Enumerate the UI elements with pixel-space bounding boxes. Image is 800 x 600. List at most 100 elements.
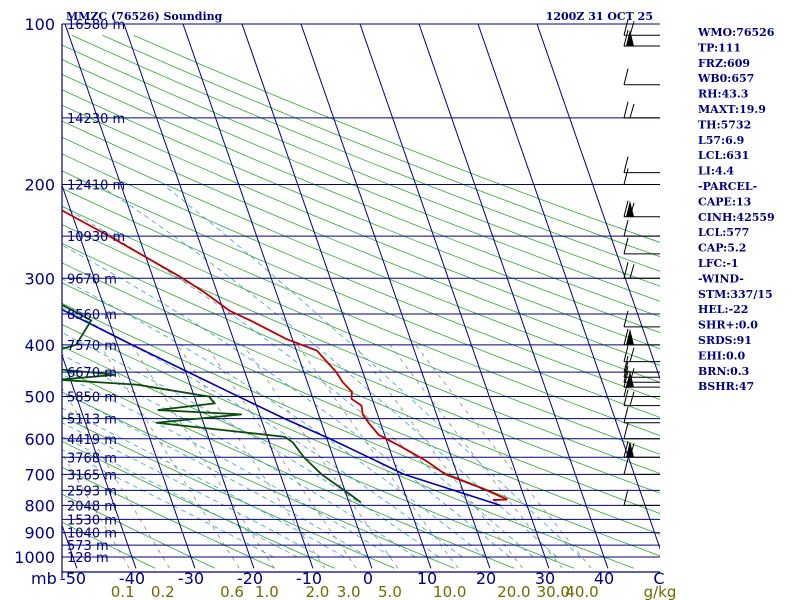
dry-adiabat	[62, 136, 660, 383]
mixing-ratio-line	[62, 452, 130, 569]
wind-barb	[623, 156, 660, 174]
mixing-ratio-label: 2.0	[305, 583, 329, 600]
wind-barbs	[623, 19, 660, 506]
dry-adiabat	[62, 224, 660, 474]
mixing-ratio-line	[62, 387, 170, 569]
index-item: HEL:-22	[698, 303, 748, 316]
index-item: L57:6.9	[698, 134, 744, 147]
isotherm	[359, 24, 550, 569]
index-item: SRDS:91	[698, 334, 752, 347]
temperature-tick-label: 40	[594, 569, 614, 588]
isotherms	[0, 12, 660, 569]
pressure-tick-label: 500	[24, 388, 55, 407]
mixing-ratio-label: 40.0	[565, 583, 598, 600]
dry-adiabat	[62, 262, 660, 514]
dry-adiabat	[62, 205, 660, 455]
dry-adiabat	[102, 34, 660, 258]
dry-adiabat	[62, 243, 660, 494]
isotherm	[182, 24, 373, 569]
index-item: CINH:42559	[698, 211, 775, 224]
mixing-ratio-unit: g/kg	[644, 583, 677, 600]
index-item: FRZ:609	[698, 57, 750, 70]
wind-barb	[623, 200, 660, 218]
dry-adiabat	[62, 153, 660, 401]
temperature-tick-label: 10	[417, 569, 437, 588]
height-label: 1040 m	[67, 527, 117, 542]
isotherm	[477, 24, 660, 550]
dry-adiabat	[62, 440, 335, 569]
pressure-tick-label: 900	[24, 524, 55, 543]
isotherm	[64, 24, 255, 569]
mixing-ratio-line	[389, 344, 563, 569]
mixing-ratio-line	[296, 344, 459, 569]
dry-adiabat	[62, 493, 216, 569]
index-item: CAP:5.2	[698, 242, 746, 255]
wind-barb	[623, 380, 660, 398]
dry-adiabat	[62, 282, 660, 535]
isotherm	[62, 353, 137, 569]
moist-adiabat	[62, 373, 392, 558]
wind-barb	[623, 370, 660, 388]
height-label: 1530 m	[67, 513, 117, 528]
wind-barb	[623, 68, 660, 86]
height-label: 2048 m	[67, 499, 117, 514]
index-item: BRN:0.3	[698, 365, 749, 378]
dry-adiabat	[62, 74, 660, 318]
dry-adiabat	[62, 368, 515, 569]
index-item: WB0:657	[697, 72, 754, 85]
wind-barb	[623, 219, 660, 237]
index-item: LI:4.4	[698, 165, 734, 178]
height-label: 12410 m	[67, 178, 125, 193]
wind-barb	[623, 101, 660, 119]
dry-adiabats	[62, 34, 660, 569]
mixing-ratio-line	[354, 344, 523, 569]
index-item: LCL:577	[698, 226, 749, 239]
isotherm	[0, 12, 18, 568]
wind-barb	[623, 422, 660, 440]
index-item: EHI:0.0	[698, 349, 745, 362]
height-label: 128 m	[67, 551, 109, 566]
wind-barb	[623, 328, 660, 346]
wind-barb	[623, 310, 660, 328]
height-label: 3165 m	[67, 468, 117, 483]
isobars	[61, 23, 660, 578]
dry-adiabat	[62, 391, 455, 569]
isotherm	[536, 24, 660, 380]
temperature-tick-label: -40	[119, 569, 145, 588]
temperature-axis-unit: C	[653, 569, 664, 588]
dry-adiabat	[62, 302, 660, 557]
index-item: MAXT:19.9	[698, 103, 766, 116]
isotherm	[123, 24, 314, 569]
dry-adiabat	[62, 44, 660, 287]
height-label: 573 m	[67, 539, 109, 554]
mixing-ratio-label: 1.0	[255, 583, 279, 600]
temperature-line	[62, 209, 508, 501]
temperature-tick-label: -10	[296, 569, 322, 588]
height-label: 7570 m	[67, 339, 117, 354]
mixing-ratio-label: 3.0	[337, 583, 361, 600]
height-label: 5850 m	[67, 391, 117, 406]
parcel-trace	[62, 308, 501, 507]
height-label: 2593 m	[67, 484, 117, 499]
mixing-ratio-label: 0.1	[111, 583, 135, 600]
moist-adiabat	[162, 184, 581, 558]
index-item: LFC:-1	[698, 257, 739, 270]
pressure-tick-label: 300	[24, 269, 55, 288]
temperature-tick-label: 0	[363, 569, 373, 588]
temperature-tick-label: 20	[476, 569, 496, 588]
dry-adiabat	[62, 415, 395, 569]
profiles	[62, 209, 508, 507]
height-label: 5113 m	[67, 413, 117, 428]
mixing-ratio-label: 0.6	[220, 583, 244, 600]
wind-barb	[623, 345, 660, 363]
pressure-tick-label: 800	[24, 496, 55, 515]
mixing-ratio-lines	[62, 344, 592, 569]
station-title: MMZC (76526) Sounding	[66, 10, 223, 23]
wind-barb	[623, 458, 660, 475]
wind-barb	[623, 389, 660, 407]
mixing-ratio-line	[131, 344, 275, 569]
pressure-tick-label: 600	[24, 430, 55, 449]
wind-barb	[623, 489, 660, 506]
mixing-ratio-line	[415, 344, 592, 569]
